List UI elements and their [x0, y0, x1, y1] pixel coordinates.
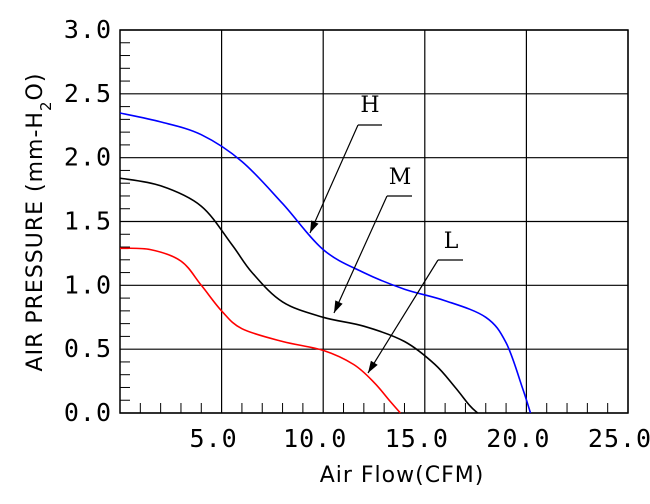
series-arrowhead-l	[368, 360, 378, 373]
y-tick-label-2: 1.0	[64, 270, 112, 299]
series-arrow-line-h	[309, 124, 359, 234]
y-axis-title-main: AIR PRESSURE (mm-H	[23, 111, 48, 371]
x-tick-label-0: 5.0	[190, 424, 238, 453]
series-line-m	[119, 177, 479, 414]
x-tick-label-2: 15.0	[385, 424, 449, 453]
y-tick-label-0: 0.0	[64, 398, 112, 427]
series-arrow-line-l	[367, 259, 439, 374]
y-tick-label-5: 2.5	[64, 79, 112, 108]
x-tick-label-3: 20.0	[486, 424, 550, 453]
series-arrowhead-h	[310, 220, 319, 233]
y-tick-label-1: 0.5	[64, 334, 112, 363]
y-tick-label-4: 2.0	[64, 143, 112, 172]
x-tick-label-1: 10.0	[283, 424, 347, 453]
series-label-l: L	[444, 229, 459, 254]
grid-layer	[119, 29, 629, 414]
series-arrowhead-m	[334, 300, 343, 313]
plot-frame	[119, 29, 629, 414]
tick-label-layer: 5.0 10.0 15.0 20.0 25.0 0.0 0.5 1.0 1.5 2.0 2.5 3.0	[64, 15, 650, 453]
series-label-h: H	[360, 93, 379, 118]
y-axis-title-tail: O)	[23, 73, 48, 101]
x-axis-title: Air Flow(CFM)	[320, 463, 485, 488]
x-tick-label-4: 25.0	[588, 424, 650, 453]
y-axis-title: AIR PRESSURE (mm-H2O)	[23, 73, 55, 372]
series-line-h	[119, 112, 532, 414]
annotation-layer: H M L	[309, 93, 463, 374]
series-line-l	[119, 247, 401, 414]
series-label-m: M	[389, 165, 412, 190]
y-tick-label-6: 3.0	[64, 15, 112, 44]
series-layer	[119, 112, 532, 414]
series-arrow-line-m	[333, 195, 388, 314]
y-tick-label-3: 1.5	[64, 207, 112, 236]
y-axis-title-subscript: 2	[37, 100, 55, 111]
